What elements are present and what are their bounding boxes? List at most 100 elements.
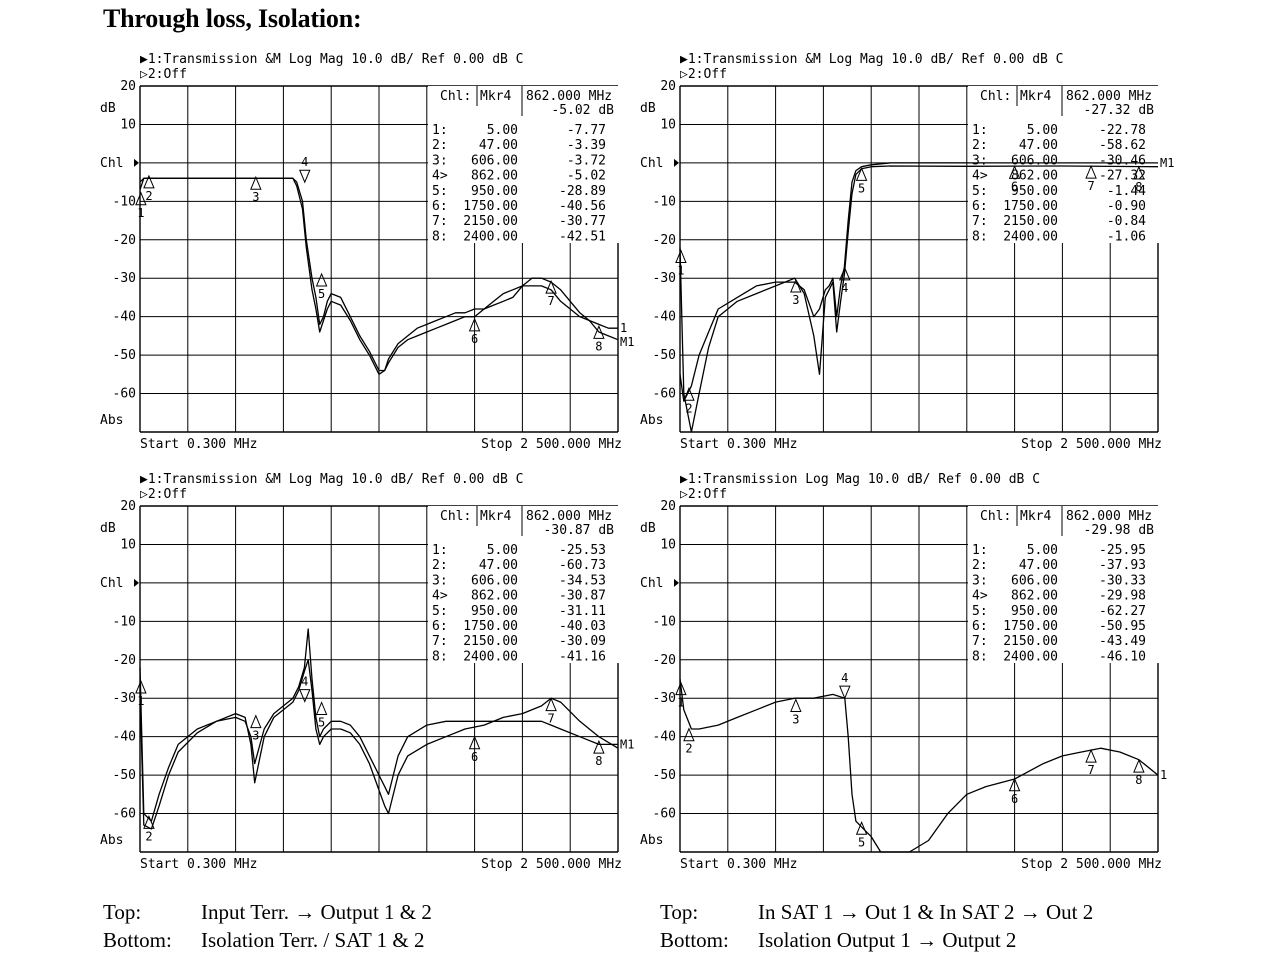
caption-right-top-value: In SAT 1 → Out 1 & In SAT 2 → Out 2 [758,900,1094,924]
y-tick-label: -60 [113,807,136,822]
y-tick-label: 10 [660,537,676,552]
marker-triangle-icon [683,386,695,401]
chart-header-line1: ▶1:Transmission &M Log Mag 10.0 dB/ Ref … [140,472,524,487]
caption-right-bottom-value: Isolation Output 1 → Output 2 [758,928,1017,952]
marker-row-index: 6: [972,199,988,214]
marker-head-value: -27.32 dB [1084,103,1155,118]
marker-row-freq: 5.00 [1027,123,1058,138]
y-tick-label: 10 [120,117,136,132]
marker-label: 6 [1011,792,1018,806]
marker-label: 4 [841,281,848,295]
marker-triangle-icon [855,820,868,835]
abs-label: Abs [100,833,123,848]
page-title: Through loss, Isolation: [103,4,362,33]
marker-label: 2 [685,742,692,756]
chart-svg: ▶1:Transmission &M Log Mag 10.0 dB/ Ref … [100,472,634,872]
marker-row-index: 8: [432,229,448,244]
marker-row-value: -0.90 [1107,199,1146,214]
marker-label: 7 [1087,179,1094,193]
marker-row-freq: 2150.00 [1003,634,1058,649]
marker-row-freq: 2400.00 [1003,649,1058,664]
y-tick-label: -20 [113,653,136,668]
marker-triangle-icon [1133,758,1145,773]
marker-row-index: 1: [972,543,988,558]
y-tick-label: 10 [660,117,676,132]
marker-triangle-icon [143,815,155,829]
marker-row-freq: 2150.00 [1003,214,1058,229]
marker-row-value: -1.44 [1107,184,1146,199]
marker-triangle-icon [839,266,851,281]
marker-row-freq: 2400.00 [463,649,518,664]
marker-label: 6 [1011,179,1018,193]
channel-ref-label: Chl [100,576,123,591]
marker-row-index: 4> [972,589,988,604]
marker-triangle-icon [1008,165,1021,179]
marker-row-index: 7: [972,634,988,649]
caption-left-bottom: Bottom: Isolation Terr. / SAT 1 & 2 [103,928,603,954]
start-freq-label: Start 0.300 MHz [140,437,257,452]
trace-end-label: 1 [1160,768,1167,782]
marker-row-index: 3: [972,573,988,588]
marker-label: 7 [1087,763,1094,777]
marker-label: 3 [252,190,259,204]
marker-label: 5 [858,835,865,849]
caption-left-bottom-value: Isolation Terr. / SAT 1 & 2 [201,928,425,952]
marker-triangle-icon [315,272,328,287]
trace-line-1 [139,177,618,372]
marker-head-freq: 862.000 MHz [526,509,612,524]
marker-label: 6 [471,750,478,764]
marker-row-value: -25.53 [559,543,606,558]
marker-triangle-icon [143,174,155,189]
marker-row-freq: 47.00 [1019,558,1058,573]
marker-row-freq: 5.00 [1027,543,1058,558]
chart-header-line1: ▶1:Transmission &M Log Mag 10.0 dB/ Ref … [680,52,1064,67]
marker-label: 8 [1135,773,1142,787]
marker-triangle-icon [250,714,262,729]
y-tick-label: -30 [113,271,136,286]
y-tick-label: -50 [653,348,676,363]
trace-line-2 [139,177,619,375]
stop-freq-label: Stop 2 500.000 MHz [481,857,622,872]
marker-row-freq: 47.00 [479,558,518,573]
y-tick-label: -10 [113,194,136,209]
y-axis-label: dB [640,101,656,116]
y-tick-label: 10 [120,537,136,552]
marker-row-index: 6: [972,619,988,634]
marker-row-index: 2: [972,558,988,573]
marker-row-index: 5: [972,184,988,199]
marker-label: 3 [252,729,259,743]
y-tick-label: -40 [113,730,136,745]
marker-label: 2 [685,401,692,415]
marker-triangle-icon [855,167,868,181]
marker-label: 2 [145,829,152,843]
stop-freq-label: Stop 2 500.000 MHz [481,437,622,452]
marker-head-mkr: Mkr4 [1020,89,1051,104]
marker-triangle-icon [790,278,802,293]
marker-row-value: -40.03 [559,619,606,634]
marker-row-freq: 5.00 [487,543,518,558]
marker-label: 8 [595,754,602,768]
y-tick-label: -30 [653,271,676,286]
marker-row-freq: 2150.00 [463,634,518,649]
y-axis-label: dB [640,521,656,536]
marker-row-index: 1: [432,543,448,558]
marker-head-freq: 862.000 MHz [526,89,612,104]
marker-triangle-icon [468,735,481,750]
caption-left-top-value: Input Terr. → Output 1 & 2 [201,900,432,924]
chart-header-line2: ▷2:Off [140,487,187,502]
marker-row-value: -29.98 [1099,589,1146,604]
marker-triangle-icon [135,679,147,694]
y-tick-label: -20 [113,233,136,248]
marker-row-freq: 950.00 [471,604,518,619]
marker-row-freq: 2150.00 [463,214,518,229]
marker-row-index: 4> [972,169,988,184]
chart-bottom-right: ▶1:Transmission Log Mag 10.0 dB/ Ref 0.0… [636,464,1176,884]
marker-triangle-icon [250,175,262,190]
marker-row-freq: 606.00 [471,573,518,588]
marker-row-value: -0.84 [1107,214,1146,229]
abs-label: Abs [640,413,663,428]
marker-row-freq: 950.00 [1011,604,1058,619]
marker-table-bg [428,86,622,243]
marker-triangle-icon [593,325,605,339]
marker-row-index: 8: [972,649,988,664]
